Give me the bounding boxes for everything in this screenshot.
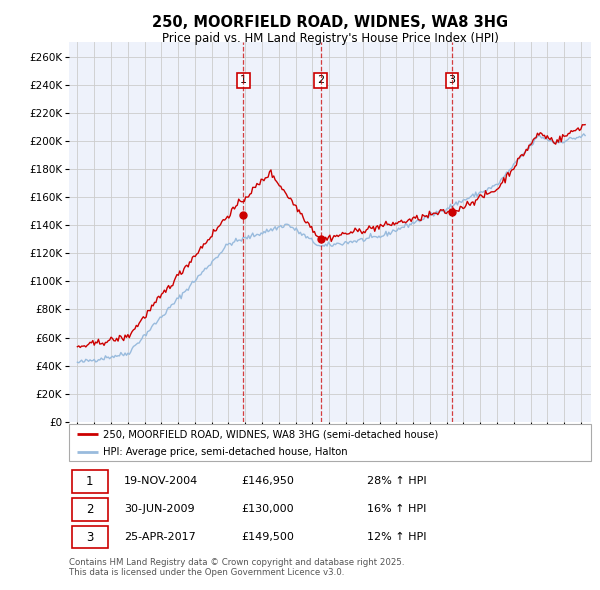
Text: 25-APR-2017: 25-APR-2017	[124, 532, 196, 542]
Text: Contains HM Land Registry data © Crown copyright and database right 2025.
This d: Contains HM Land Registry data © Crown c…	[69, 558, 404, 577]
Text: Price paid vs. HM Land Registry's House Price Index (HPI): Price paid vs. HM Land Registry's House …	[161, 32, 499, 45]
Text: 30-JUN-2009: 30-JUN-2009	[124, 504, 194, 514]
Text: 16% ↑ HPI: 16% ↑ HPI	[367, 504, 426, 514]
Text: 3: 3	[448, 76, 455, 86]
FancyBboxPatch shape	[71, 470, 108, 493]
Text: 250, MOORFIELD ROAD, WIDNES, WA8 3HG (semi-detached house): 250, MOORFIELD ROAD, WIDNES, WA8 3HG (se…	[103, 430, 438, 439]
FancyBboxPatch shape	[69, 424, 591, 461]
Text: £146,950: £146,950	[241, 476, 294, 486]
Text: 1: 1	[86, 475, 94, 488]
Text: £149,500: £149,500	[241, 532, 294, 542]
Text: 1: 1	[240, 76, 247, 86]
Text: £130,000: £130,000	[241, 504, 294, 514]
Text: 19-NOV-2004: 19-NOV-2004	[124, 476, 198, 486]
Text: 250, MOORFIELD ROAD, WIDNES, WA8 3HG: 250, MOORFIELD ROAD, WIDNES, WA8 3HG	[152, 15, 508, 30]
Text: 12% ↑ HPI: 12% ↑ HPI	[367, 532, 426, 542]
Text: 2: 2	[317, 76, 324, 86]
FancyBboxPatch shape	[71, 498, 108, 520]
Text: 2: 2	[86, 503, 94, 516]
Text: 28% ↑ HPI: 28% ↑ HPI	[367, 476, 426, 486]
FancyBboxPatch shape	[71, 526, 108, 549]
Text: HPI: Average price, semi-detached house, Halton: HPI: Average price, semi-detached house,…	[103, 447, 347, 457]
Text: 3: 3	[86, 530, 94, 543]
